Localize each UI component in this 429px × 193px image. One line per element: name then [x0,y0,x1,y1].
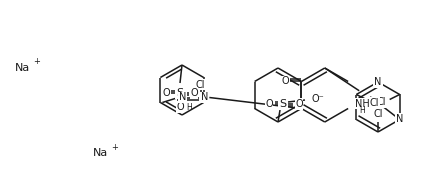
Text: O: O [162,88,170,98]
Text: N: N [201,92,208,102]
Text: O: O [265,99,273,109]
Text: Na: Na [92,148,108,158]
Text: O: O [295,99,303,109]
Text: O: O [176,102,184,112]
Text: Na: Na [15,63,30,73]
Text: Cl: Cl [370,97,379,108]
Text: O: O [190,88,198,98]
Text: +: + [112,142,118,152]
Text: O: O [281,76,289,86]
Text: Cl: Cl [196,80,205,90]
Text: S: S [279,99,287,109]
Text: H: H [360,106,365,115]
Text: S: S [176,88,184,98]
Text: Cl: Cl [373,109,383,119]
Text: NH: NH [355,99,369,109]
Text: +: + [33,58,40,67]
Text: Cl: Cl [377,97,387,108]
Text: H: H [186,103,192,113]
Text: N: N [396,114,403,124]
Text: N: N [375,77,382,87]
Text: N: N [178,92,186,102]
Text: O⁻: O⁻ [311,94,324,104]
